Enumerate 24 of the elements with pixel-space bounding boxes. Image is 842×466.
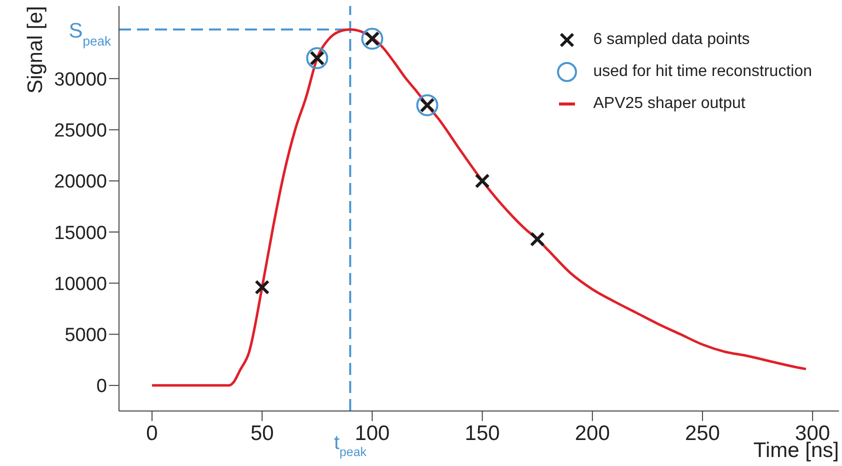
y-tick-label: 5000 [64, 325, 107, 346]
point [474, 173, 490, 188]
point [306, 47, 328, 70]
y-tick-label: 25000 [54, 120, 107, 142]
ref-line-label: S$_{peak}$ [68, 20, 112, 48]
y-tick-label: 20000 [54, 172, 107, 193]
x-axis-title: Time [ns] [753, 439, 839, 462]
legend-label: APV25 shaper output [593, 95, 746, 113]
legend-label: used for hit time reconstruction [593, 63, 812, 81]
point [416, 94, 438, 116]
x-tick-label: 250 [684, 422, 720, 445]
y-axis-title: Signal [e] [24, 6, 47, 94]
x-tick-label: 0 [146, 422, 158, 445]
point [254, 280, 270, 295]
y-tick-label: 10000 [54, 274, 107, 295]
point [530, 232, 545, 247]
y-tick-label: 30000 [54, 69, 107, 90]
point [361, 28, 384, 50]
x-tick-label: 200 [574, 422, 610, 445]
x-tick-label: 150 [464, 422, 500, 445]
legend-label: 6 sampled data points [593, 31, 750, 49]
y-tick-label: 0 [96, 376, 107, 398]
y-tick-label: 15000 [54, 222, 107, 244]
x-tick-label: 50 [250, 422, 274, 445]
